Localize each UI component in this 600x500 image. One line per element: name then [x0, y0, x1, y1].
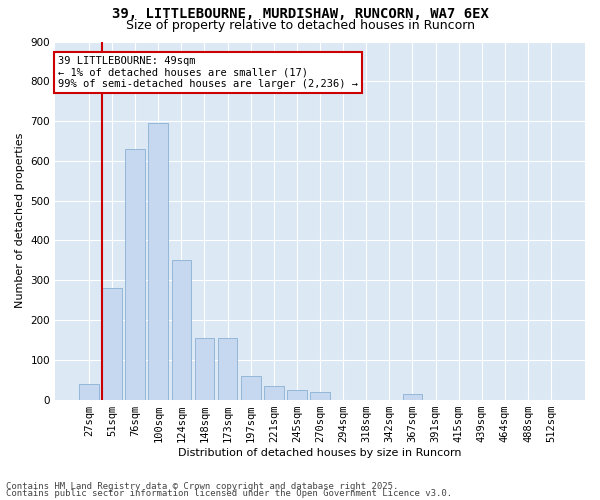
Bar — [403, 394, 422, 400]
Text: 39 LITTLEBOURNE: 49sqm
← 1% of detached houses are smaller (17)
99% of semi-deta: 39 LITTLEBOURNE: 49sqm ← 1% of detached … — [58, 56, 358, 89]
Bar — [218, 338, 238, 400]
Text: Contains HM Land Registry data © Crown copyright and database right 2025.: Contains HM Land Registry data © Crown c… — [6, 482, 398, 491]
Y-axis label: Number of detached properties: Number of detached properties — [15, 133, 25, 308]
Bar — [172, 260, 191, 400]
X-axis label: Distribution of detached houses by size in Runcorn: Distribution of detached houses by size … — [178, 448, 462, 458]
Bar — [194, 338, 214, 400]
Bar — [125, 149, 145, 400]
Text: 39, LITTLEBOURNE, MURDISHAW, RUNCORN, WA7 6EX: 39, LITTLEBOURNE, MURDISHAW, RUNCORN, WA… — [112, 8, 488, 22]
Text: Contains public sector information licensed under the Open Government Licence v3: Contains public sector information licen… — [6, 490, 452, 498]
Bar — [79, 384, 99, 400]
Bar — [241, 376, 260, 400]
Bar — [102, 288, 122, 400]
Text: Size of property relative to detached houses in Runcorn: Size of property relative to detached ho… — [125, 19, 475, 32]
Bar — [148, 123, 168, 400]
Bar — [310, 392, 330, 400]
Bar — [264, 386, 284, 400]
Bar — [287, 390, 307, 400]
